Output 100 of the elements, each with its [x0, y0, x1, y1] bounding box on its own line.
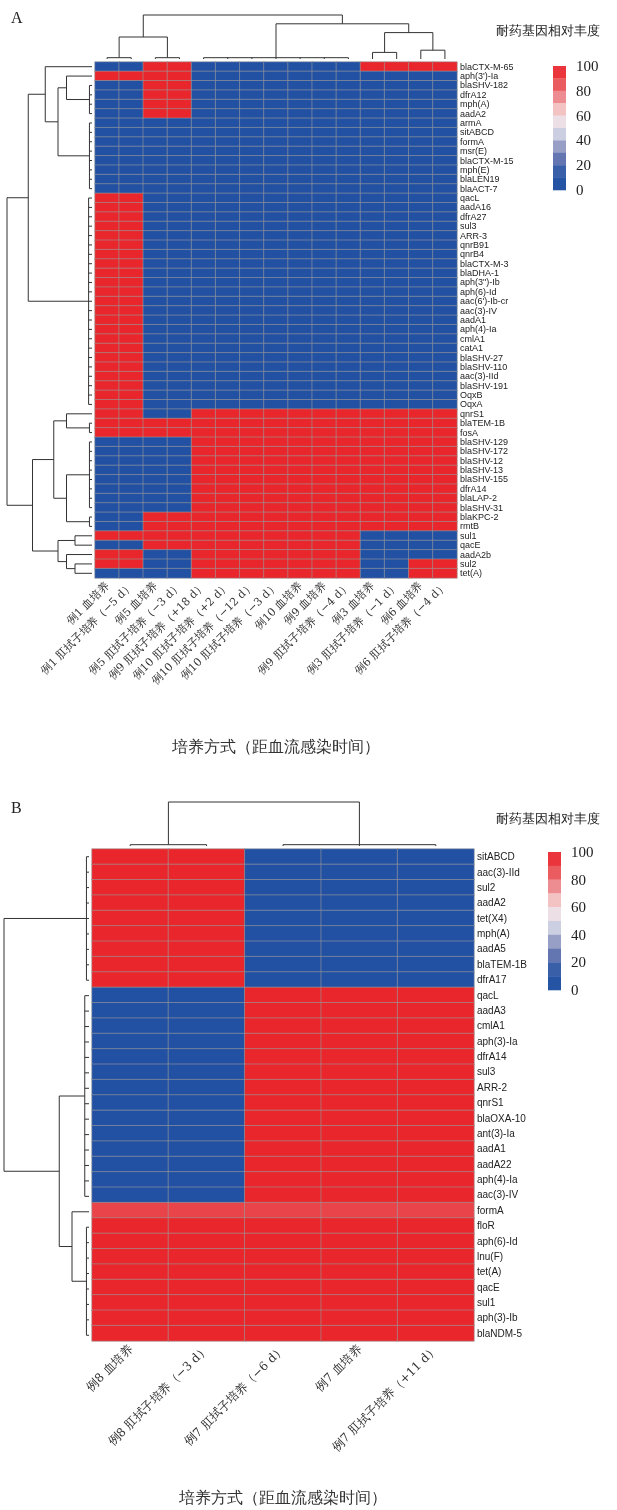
color-bar-label: 100: [576, 58, 599, 74]
y-tick-label: blaSHV-31: [460, 502, 504, 513]
y-tick-label: blaCTX-M-65: [460, 61, 514, 72]
y-tick-label: msr(E): [460, 146, 487, 157]
y-tick-label: qnrS1: [460, 408, 485, 419]
y-tick-label: blaSHV-12: [460, 455, 504, 466]
color-bar-label: 20: [571, 954, 586, 971]
y-tick-label: aadA2b: [460, 549, 492, 560]
x-axis-title: 培养方式（距血流感染时间）: [171, 736, 380, 756]
y-tick-label: aph(6)-Id: [460, 286, 497, 297]
y-tick-label: qacL: [460, 193, 480, 204]
y-tick-label: qacE: [460, 540, 481, 551]
y-tick-label: aadA2: [477, 897, 507, 909]
y-tick-label: rmtB: [460, 521, 479, 532]
color-bar-label: 60: [571, 899, 586, 916]
y-tick-label: tet(A): [460, 568, 483, 579]
y-tick-label: tet(A): [477, 1266, 502, 1278]
y-tick-label: aadA3: [477, 1004, 507, 1016]
y-tick-label: ant(3)-Ia: [477, 1127, 516, 1139]
color-bar-label: 0: [571, 982, 579, 998]
y-tick-label: cmlA1: [477, 1020, 506, 1032]
color-bar-label: 80: [571, 871, 586, 888]
color-bar-label: 40: [576, 132, 591, 149]
y-tick-label: aadA16: [460, 202, 492, 213]
y-tick-label: aadA1: [477, 1143, 507, 1155]
y-tick-label: sul3: [477, 1066, 496, 1078]
y-tick-label: blaSHV-110: [460, 361, 508, 372]
y-tick-label: ARR-3: [460, 230, 488, 241]
y-tick-label: blaCTX-M-3: [460, 258, 509, 269]
y-tick-label: aadA22: [477, 1158, 512, 1170]
y-tick-label: dfrA14: [460, 483, 487, 494]
y-tick-label: dfrA17: [477, 974, 507, 986]
y-tick-label: aac(6')-Ib-cr: [460, 296, 509, 307]
x-axis-title: 培养方式（距血流感染时间）: [178, 1487, 387, 1507]
y-tick-label: blaCTX-M-15: [460, 155, 514, 166]
color-bar-title: 耐药基因相对丰度: [496, 22, 600, 38]
chart-title: B: [11, 798, 22, 816]
y-tick-label: aadA1: [460, 315, 487, 325]
y-tick-label: qnrB4: [460, 249, 485, 260]
y-tick-label: aac(3)-IV: [477, 1189, 519, 1201]
color-bar-label: 100: [571, 844, 594, 860]
color-bar-title: 耐药基因相对丰度: [496, 810, 600, 826]
y-tick-label: blaTEM-1B: [477, 958, 528, 970]
x-tick-label: 例7 血培养: [312, 1342, 365, 1394]
y-tick-label: blaSHV-172: [460, 446, 509, 457]
y-tick-label: floR: [477, 1220, 495, 1232]
y-tick-label: aadA5: [477, 943, 507, 955]
y-tick-label: blaACT-7: [460, 183, 498, 194]
y-tick-label: aph(4)-Ia: [460, 324, 497, 335]
y-tick-label: sul3: [460, 221, 477, 232]
y-tick-label: aph(3")-Ib: [460, 277, 500, 288]
y-tick-label: dfrA14: [477, 1051, 507, 1063]
y-tick-label: aph(4)-Ia: [477, 1174, 519, 1186]
y-tick-label: aac(3)-IId: [477, 866, 520, 878]
y-tick-label: sul1: [477, 1297, 496, 1309]
y-tick-label: mph(A): [460, 99, 490, 110]
x-tick-label: 例8 血培养: [83, 1342, 136, 1394]
y-tick-label: aadA2: [460, 108, 487, 119]
y-tick-label: blaSHV-27: [460, 352, 504, 363]
y-tick-label: blaSHV-182: [460, 80, 509, 91]
y-tick-label: formA: [460, 136, 485, 147]
y-tick-label: blaSHV-13: [460, 465, 504, 476]
y-tick-label: OqxA: [460, 399, 483, 410]
y-tick-label: sul2: [460, 558, 477, 569]
y-tick-label: sul1: [460, 530, 477, 541]
y-tick-label: aph(3)-Ia: [477, 1035, 519, 1047]
color-bar-label: 0: [576, 182, 584, 198]
y-tick-label: lnu(F): [477, 1250, 504, 1262]
y-tick-label: aac(3)-IV: [460, 305, 498, 316]
y-tick-label: blaSHV-191: [460, 380, 509, 391]
y-tick-label: blaSHV-129: [460, 436, 509, 447]
y-tick-label: mph(E): [460, 164, 490, 175]
color-bar-label: 80: [576, 82, 591, 99]
y-tick-label: dfrA12: [460, 89, 487, 100]
y-tick-label: formA: [477, 1204, 504, 1216]
y-tick-label: qnrB91: [460, 239, 490, 250]
y-tick-label: blaTEM-1B: [460, 418, 506, 429]
y-tick-label: blaLEN19: [460, 174, 500, 185]
y-tick-label: qnrS1: [477, 1097, 505, 1109]
y-tick-label: cmlA1: [460, 333, 486, 344]
y-tick-label: blaOXA-10: [477, 1112, 527, 1124]
y-tick-label: fosA: [460, 427, 479, 438]
y-tick-label: sitABCD: [477, 851, 515, 863]
y-tick-label: blaLAP-2: [460, 493, 498, 504]
y-tick-label: sul2: [477, 881, 496, 893]
color-bar-label: 60: [576, 107, 591, 124]
y-tick-label: aph(3')-Ia: [460, 71, 499, 82]
y-tick-label: blaSHV-155: [460, 474, 509, 485]
y-tick-label: OqxB: [460, 390, 483, 401]
y-tick-label: qacE: [477, 1281, 501, 1293]
y-tick-label: ARR-2: [477, 1081, 508, 1093]
y-tick-label: blaKPC-2: [460, 512, 499, 523]
y-tick-label: blaDHA-1: [460, 268, 500, 279]
y-tick-label: qacL: [477, 989, 500, 1001]
y-tick-label: aph(3)-Ib: [477, 1312, 519, 1324]
y-tick-label: mph(A): [477, 928, 510, 940]
y-tick-label: sitABCD: [460, 127, 495, 138]
y-tick-label: catA1: [460, 343, 484, 354]
y-tick-label: armA: [460, 117, 482, 128]
color-bar-label: 40: [571, 926, 586, 943]
